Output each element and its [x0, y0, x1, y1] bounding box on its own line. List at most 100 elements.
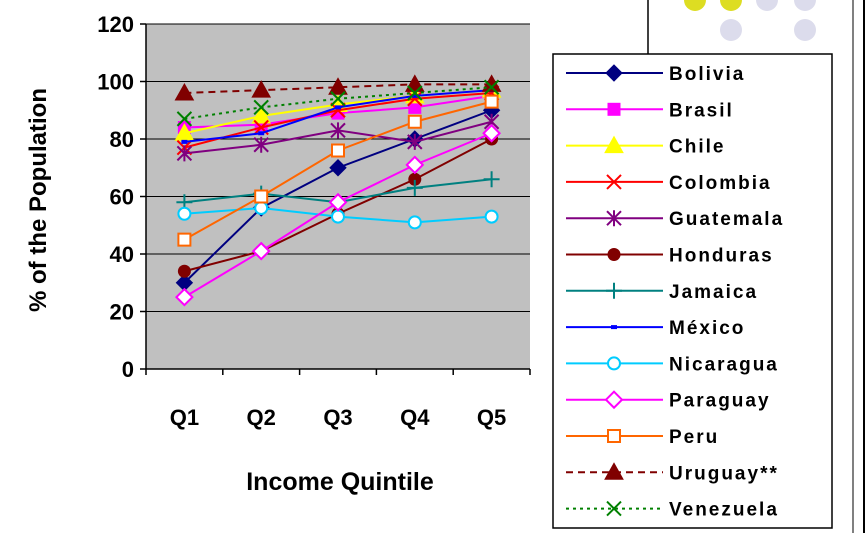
x-tick-label: Q4: [400, 405, 430, 430]
legend-marker: [606, 500, 622, 517]
data-point: [407, 133, 423, 150]
data-point: [330, 102, 346, 118]
data-point: [408, 172, 422, 186]
data-point: [330, 91, 346, 107]
data-point: [253, 99, 269, 116]
data-point: [251, 80, 272, 98]
y-tick-label: 80: [110, 127, 134, 152]
legend-marker: [607, 429, 621, 443]
data-point: [331, 143, 345, 158]
legend-marker: [607, 248, 621, 261]
data-point: [331, 209, 345, 224]
legend-item-venezuela: Venezuela: [566, 500, 779, 521]
legend-label: Venezuela: [669, 500, 779, 521]
x-tick-label: Q5: [477, 405, 506, 430]
x-tick-label: Q1: [170, 405, 199, 430]
y-axis-title: % of the Population: [25, 88, 52, 312]
legend-item-peru: Peru: [566, 427, 719, 448]
decorative-dot: [684, 0, 706, 11]
legend-item-honduras: Honduras: [566, 246, 772, 267]
legend-label: Paraguay: [669, 391, 771, 412]
x-tick-label: Q2: [247, 405, 276, 430]
data-point: [251, 241, 271, 261]
legend-label: Brasil: [669, 100, 734, 121]
data-point: [406, 179, 423, 196]
data-point: [254, 201, 269, 215]
legend-marker: [611, 325, 617, 330]
data-point: [483, 79, 500, 95]
legend-item-uruguay: Uruguay**: [566, 462, 777, 484]
data-point: [411, 93, 418, 98]
y-tick-label: 120: [97, 12, 134, 37]
legend-item-paraguay: Paraguay: [566, 390, 771, 412]
data-point: [174, 287, 194, 307]
data-point: [328, 192, 348, 212]
legend-item-bolivia: Bolivia: [566, 64, 745, 85]
data-point: [174, 82, 195, 101]
legend-item-me-xico: México: [566, 318, 745, 339]
legend-item-jamaica: Jamaica: [566, 282, 758, 303]
decorative-dot: [720, 19, 742, 41]
legend: Bolivia Brasil Chile Colombia Guatemala Hondu…: [566, 64, 784, 521]
decorative-dot: [720, 0, 742, 11]
legend-label: Nicaragua: [669, 354, 779, 375]
legend-label: México: [669, 318, 745, 339]
series-venezuela: [176, 79, 500, 127]
legend-marker: [604, 462, 624, 480]
legend-item-colombia: Colombia: [566, 173, 772, 194]
y-tick-label: 20: [110, 300, 134, 325]
y-axis: 0 20 40 60 80 100 120: [97, 12, 147, 382]
legend-label: Chile: [669, 137, 725, 158]
legend-item-chile: Chile: [566, 135, 725, 158]
legend-marker: [607, 356, 621, 371]
x-axis: Q1 Q2 Q3 Q4 Q5: [145, 368, 531, 430]
legend-label: Guatemala: [669, 209, 784, 230]
legend-marker: [606, 282, 622, 299]
data-point: [330, 122, 346, 139]
data-point: [407, 91, 423, 107]
data-point: [482, 123, 502, 143]
y-tick-label: 60: [110, 185, 134, 210]
legend-label: Colombia: [669, 173, 772, 194]
legend-item-brasil: Brasil: [566, 100, 734, 121]
data-point: [181, 139, 188, 144]
y-tick-label: 40: [110, 242, 134, 267]
legend-label: Jamaica: [669, 282, 758, 303]
data-point: [483, 171, 500, 188]
data-point: [251, 105, 272, 124]
legend-item-guatemala: Guatemala: [566, 209, 784, 230]
y-tick-label: 100: [97, 70, 134, 95]
data-point: [335, 105, 341, 110]
data-point: [254, 189, 269, 204]
data-point: [176, 145, 193, 162]
data-point: [176, 111, 193, 127]
x-axis-title: Income Quintile: [246, 468, 434, 496]
data-point: [253, 136, 269, 153]
decorative-dot: [794, 0, 816, 11]
data-point: [177, 232, 192, 247]
legend-label: Peru: [669, 427, 719, 448]
legend-marker: [604, 135, 624, 154]
legend-marker: [607, 102, 621, 116]
series-guatemala: [176, 113, 500, 162]
legend-marker: [606, 210, 622, 227]
data-point: [407, 215, 422, 230]
series-paraguay: [174, 123, 502, 307]
decorative-dot: [756, 0, 778, 11]
data-point: [177, 206, 192, 221]
legend-item-nicaragua: Nicaragua: [566, 354, 779, 375]
data-point: [177, 264, 191, 278]
x-tick-label: Q3: [323, 405, 352, 430]
legend-label: Bolivia: [669, 64, 745, 85]
data-point: [407, 85, 423, 101]
data-point: [407, 114, 422, 129]
series-group: [174, 74, 502, 307]
data-point: [484, 209, 499, 224]
data-point: [408, 100, 422, 114]
data-point: [484, 94, 499, 109]
series-line: [184, 83, 492, 94]
data-point: [328, 77, 348, 95]
legend-marker: [606, 174, 622, 190]
